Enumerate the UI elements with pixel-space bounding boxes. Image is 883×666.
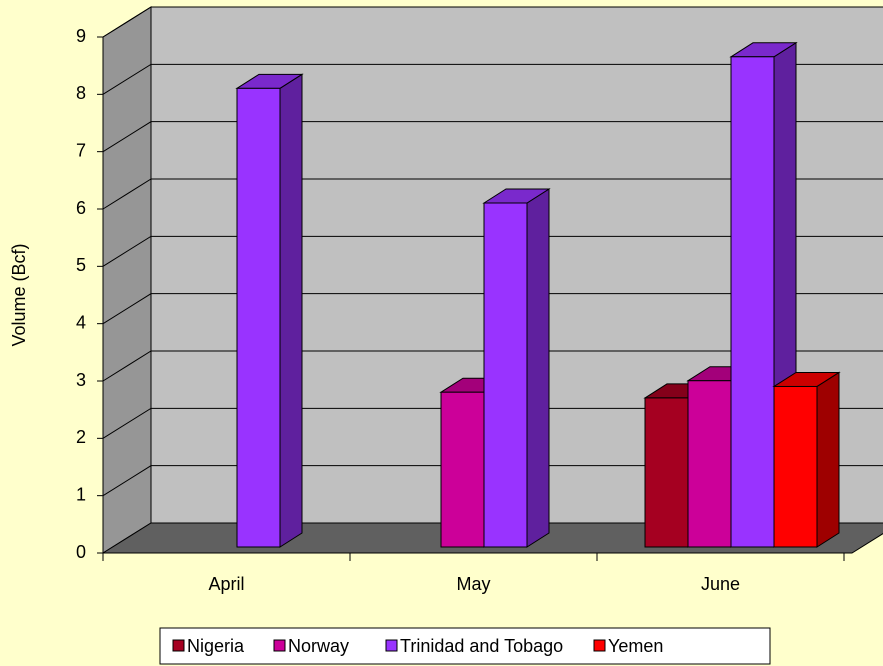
bars: [235, 41, 841, 548]
bar: [482, 188, 551, 548]
grid-line: [102, 121, 883, 153]
bar-front: [730, 56, 775, 548]
y-tick-label: 9: [76, 26, 86, 46]
legend-label: Yemen: [608, 636, 663, 656]
bar: [235, 73, 304, 548]
bar-front: [440, 391, 485, 548]
y-tick-label: 3: [76, 370, 86, 390]
bar: [772, 371, 841, 548]
grid-line: [102, 178, 883, 210]
legend-box: [159, 627, 771, 665]
side-wall: [102, 6, 152, 554]
bar-front: [687, 380, 732, 548]
y-tick-label: 6: [76, 198, 86, 218]
bar-front: [483, 202, 528, 548]
grid-line: [102, 63, 883, 95]
y-tick-label: 4: [76, 312, 86, 332]
bar-side: [279, 73, 303, 548]
grid-line: [102, 6, 883, 38]
bar-front: [773, 385, 818, 548]
y-tick-label: 7: [76, 140, 86, 160]
legend-swatch: [273, 639, 286, 652]
x-tick-label: May: [456, 574, 490, 594]
grid-line: [102, 350, 883, 382]
legend-label: Norway: [288, 636, 349, 656]
legend: Nigeria Norway Trinidad and Tobago Yemen: [172, 636, 663, 656]
y-tick-label: 2: [76, 427, 86, 447]
bar-front: [236, 87, 281, 548]
bar-front: [644, 397, 689, 548]
y-tick-label: 8: [76, 83, 86, 103]
y-tick-label: 0: [76, 542, 86, 562]
y-tick-label: 1: [76, 484, 86, 504]
y-tick-label: 5: [76, 255, 86, 275]
grid: 0 1 2 3 4 5 6 7 8 9: [76, 6, 883, 562]
bar-side: [526, 188, 550, 548]
y-axis-label: Volume (Bcf): [9, 243, 29, 346]
legend-swatch: [593, 639, 606, 652]
grid-line: [102, 235, 883, 267]
legend-swatch: [385, 639, 398, 652]
x-tick-label: June: [701, 574, 740, 594]
grid-line: [102, 293, 883, 325]
x-tick-label: April: [208, 574, 244, 594]
bar-side: [816, 371, 840, 548]
legend-label: Trinidad and Tobago: [400, 636, 563, 656]
legend-label: Nigeria: [187, 636, 245, 656]
legend-swatch: [172, 639, 185, 652]
